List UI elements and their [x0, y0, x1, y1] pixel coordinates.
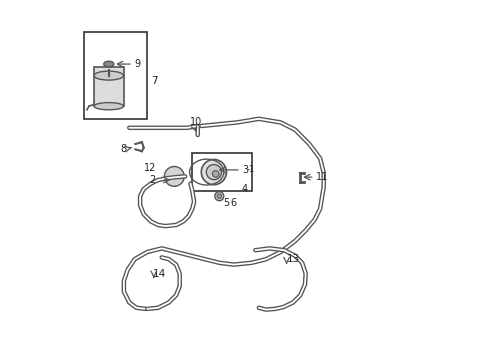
Bar [192, 153, 251, 191]
Text: 8: 8 [120, 144, 126, 154]
Text: 6: 6 [230, 198, 236, 208]
Text: 7: 7 [151, 76, 157, 86]
Bar [94, 67, 123, 106]
Text: 4: 4 [242, 184, 247, 194]
Text: 12: 12 [143, 163, 156, 174]
Text: 11: 11 [315, 172, 327, 182]
Text: 10: 10 [189, 117, 202, 127]
Ellipse shape [214, 192, 224, 201]
Text: 3: 3 [242, 165, 247, 175]
Ellipse shape [164, 166, 184, 186]
Bar [84, 32, 147, 119]
Text: 2: 2 [149, 175, 155, 185]
Text: 5: 5 [223, 198, 229, 208]
Text: -1: -1 [246, 166, 254, 175]
Ellipse shape [94, 103, 123, 110]
Text: 14: 14 [152, 269, 165, 279]
Ellipse shape [94, 71, 123, 80]
Ellipse shape [103, 61, 114, 67]
Ellipse shape [212, 171, 219, 177]
Text: 9: 9 [134, 59, 140, 69]
Ellipse shape [206, 165, 221, 180]
Ellipse shape [217, 194, 221, 198]
Ellipse shape [201, 159, 226, 185]
Text: 13: 13 [286, 254, 299, 264]
